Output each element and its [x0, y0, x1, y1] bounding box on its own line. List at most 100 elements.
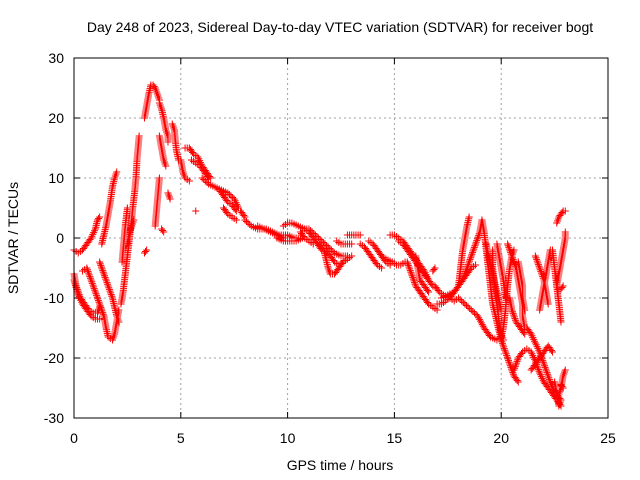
series-s13	[155, 99, 172, 146]
data-point	[310, 230, 318, 237]
x-tick-label: 0	[70, 430, 78, 446]
data-point	[99, 310, 107, 318]
data-point	[96, 260, 104, 268]
data-point	[142, 248, 150, 255]
data-point	[475, 231, 483, 239]
data-point	[511, 315, 519, 323]
data-point	[508, 306, 516, 314]
data-point	[472, 238, 480, 246]
data-point	[509, 309, 517, 317]
data-point	[467, 252, 475, 260]
series-s8	[118, 204, 131, 266]
data-point	[102, 275, 110, 283]
data-point	[372, 260, 380, 267]
data-point	[308, 228, 316, 236]
data-point	[471, 242, 479, 250]
data-point	[558, 209, 566, 216]
data-point	[528, 332, 536, 340]
data-point	[106, 287, 114, 295]
data-point	[410, 277, 418, 285]
series-s51	[489, 246, 507, 344]
data-point	[465, 213, 473, 221]
data-point	[500, 343, 508, 351]
data-point	[530, 335, 538, 343]
data-point	[300, 233, 308, 240]
data-point	[164, 138, 172, 146]
series-s34	[333, 237, 356, 248]
data-point	[503, 353, 511, 361]
data-point	[348, 240, 356, 248]
data-point	[348, 252, 356, 260]
data-point	[99, 267, 107, 275]
y-tick-label: -20	[44, 350, 64, 366]
data-point	[464, 303, 472, 311]
data-point	[477, 319, 485, 327]
data-point	[507, 249, 515, 257]
data-point	[123, 204, 131, 212]
data-point	[469, 308, 477, 315]
data-point	[425, 288, 433, 296]
data-point	[323, 242, 331, 249]
data-point	[541, 363, 549, 371]
data-point	[471, 309, 478, 317]
data-point	[459, 274, 467, 282]
data-point	[88, 279, 96, 287]
series-s41	[403, 258, 441, 314]
data-point	[113, 168, 121, 176]
data-point	[475, 314, 483, 322]
data-point	[424, 287, 432, 294]
data-point	[94, 295, 102, 303]
data-point	[231, 197, 239, 205]
data-point	[434, 287, 442, 294]
data-point	[506, 247, 514, 255]
data-point	[96, 258, 104, 266]
series-s42	[412, 252, 433, 296]
data-point	[96, 302, 104, 310]
data-point	[311, 231, 319, 239]
series-s22	[198, 174, 242, 212]
data-point	[459, 299, 467, 306]
data-point	[468, 250, 476, 258]
data-point	[510, 311, 518, 319]
data-point	[315, 234, 323, 242]
data-point	[86, 311, 94, 318]
data-point	[404, 261, 412, 269]
series-s44	[429, 264, 439, 275]
data-point	[561, 366, 569, 374]
data-point	[514, 356, 522, 364]
data-point	[409, 275, 417, 283]
data-point	[507, 250, 515, 258]
series-s28	[273, 234, 307, 245]
data-point	[530, 353, 538, 361]
data-point	[539, 358, 547, 366]
data-point	[508, 252, 516, 260]
data-point	[463, 264, 471, 272]
data-point	[135, 132, 143, 140]
data-point	[97, 261, 105, 269]
data-point	[307, 227, 315, 234]
data-point	[521, 330, 529, 338]
data-point	[319, 245, 327, 252]
data-point	[425, 276, 433, 284]
data-point	[558, 284, 566, 291]
series-s63	[553, 228, 569, 290]
data-point	[107, 291, 115, 299]
data-point	[93, 293, 101, 301]
data-point	[545, 374, 553, 382]
data-point	[159, 227, 167, 234]
data-point	[244, 219, 252, 227]
data-point	[546, 377, 554, 385]
series-s52	[493, 240, 509, 302]
data-point	[466, 305, 474, 312]
data-point	[76, 295, 84, 303]
data-point	[537, 371, 545, 379]
data-point	[520, 329, 528, 336]
data-point	[501, 348, 509, 356]
data-point	[411, 280, 419, 288]
data-point	[473, 235, 481, 243]
data-point	[561, 228, 569, 236]
data-point	[528, 350, 536, 358]
data-point	[411, 279, 419, 287]
data-point	[502, 350, 510, 358]
data-point	[459, 276, 467, 284]
